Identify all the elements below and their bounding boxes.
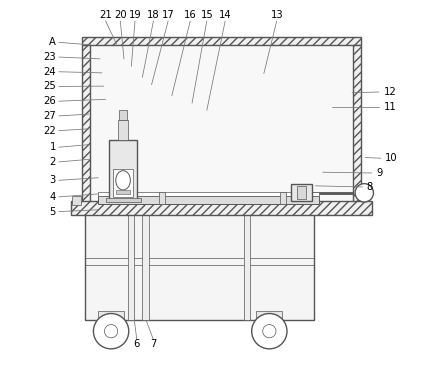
Circle shape <box>93 314 129 349</box>
Text: 15: 15 <box>200 10 213 21</box>
Text: 4: 4 <box>50 192 56 202</box>
Bar <box>113 169 133 197</box>
Text: A: A <box>49 37 56 47</box>
Text: 2: 2 <box>50 157 56 167</box>
Bar <box>98 196 319 204</box>
Bar <box>118 120 128 140</box>
Bar <box>353 45 361 213</box>
Bar <box>98 311 124 320</box>
Text: 3: 3 <box>50 175 56 185</box>
Bar <box>159 192 165 204</box>
Bar <box>128 215 134 320</box>
Text: 11: 11 <box>384 102 396 112</box>
Text: 21: 21 <box>99 10 112 21</box>
Text: 7: 7 <box>150 339 157 349</box>
Bar <box>105 198 140 202</box>
Text: 24: 24 <box>43 67 56 77</box>
Bar <box>109 140 137 201</box>
Bar <box>82 37 361 45</box>
Text: 8: 8 <box>367 182 373 192</box>
Text: 9: 9 <box>376 168 382 178</box>
Circle shape <box>355 184 373 202</box>
Text: 5: 5 <box>50 206 56 217</box>
Ellipse shape <box>116 171 130 190</box>
Text: 25: 25 <box>43 81 56 92</box>
Bar <box>73 196 81 205</box>
Bar <box>98 192 319 196</box>
Bar <box>142 215 149 320</box>
Text: 17: 17 <box>162 10 175 21</box>
Bar <box>82 45 90 213</box>
Text: 22: 22 <box>43 125 56 136</box>
Circle shape <box>252 314 287 349</box>
Text: 13: 13 <box>270 10 283 21</box>
Text: 1: 1 <box>50 142 56 152</box>
Bar <box>85 213 314 320</box>
Text: 19: 19 <box>128 10 141 21</box>
Bar <box>297 186 306 199</box>
Bar <box>244 215 250 320</box>
Bar <box>116 190 130 194</box>
Bar <box>70 201 373 215</box>
Bar <box>90 45 353 213</box>
Text: 6: 6 <box>134 339 140 349</box>
Text: 16: 16 <box>184 10 197 21</box>
Bar <box>291 184 312 201</box>
Circle shape <box>263 325 276 338</box>
Text: 14: 14 <box>219 10 232 21</box>
Text: 20: 20 <box>114 10 127 21</box>
Text: 23: 23 <box>43 52 56 62</box>
Bar <box>119 110 127 120</box>
Text: 10: 10 <box>385 153 398 163</box>
Text: 26: 26 <box>43 96 56 106</box>
Text: 12: 12 <box>384 87 396 97</box>
Text: 27: 27 <box>43 111 56 121</box>
Circle shape <box>105 325 118 338</box>
Bar <box>256 311 282 320</box>
Bar <box>280 192 286 204</box>
Text: 18: 18 <box>147 10 160 21</box>
